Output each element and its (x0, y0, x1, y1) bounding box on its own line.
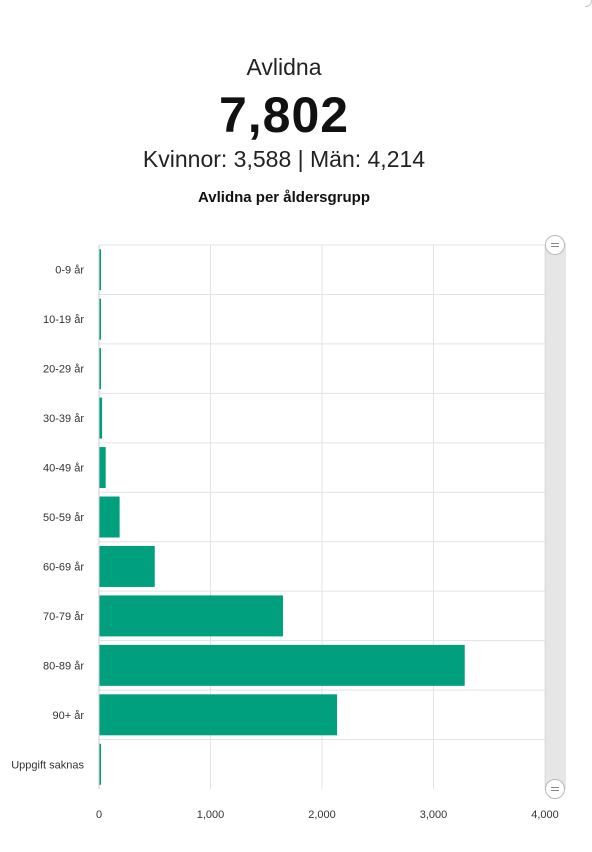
bar (99, 496, 120, 538)
chart-scrollbar[interactable] (545, 235, 566, 799)
y-axis-category-label: 30-39 år (43, 413, 84, 425)
x-axis-tick-label: 1,000 (197, 809, 225, 821)
bar (99, 743, 101, 785)
bar (99, 348, 101, 390)
y-axis-category-label: 80-89 år (43, 660, 84, 672)
bar (99, 447, 106, 489)
x-axis-tick-label: 2,000 (308, 809, 336, 821)
y-axis-category-label: 70-79 år (43, 611, 84, 623)
scrollbar-bottom-handle[interactable] (545, 779, 565, 799)
scrollbar-top-handle[interactable] (545, 235, 565, 255)
y-axis-category-label: 60-69 år (43, 561, 84, 573)
y-axis-category-label: 40-49 år (43, 463, 84, 475)
chart-title: Avlidna per åldersgrupp (198, 189, 370, 206)
y-axis-category-label: Uppgift saknas (11, 759, 84, 771)
bar (99, 545, 155, 587)
y-axis-category-label: 10-19 år (43, 314, 84, 326)
gender-breakdown: Kvinnor: 3,588 | Män: 4,214 (142, 146, 426, 172)
x-axis-tick-label: 3,000 (420, 809, 448, 821)
bar (99, 397, 103, 439)
x-axis-tick-label: 4,000 (531, 809, 559, 821)
x-axis-tick-label: 0 (96, 809, 102, 821)
bar (99, 249, 101, 291)
bar (99, 298, 101, 340)
y-axis-category-label: 90+ år (53, 710, 85, 722)
y-axis-category-label: 50-59 år (43, 512, 84, 524)
bar (99, 595, 283, 637)
bar (99, 644, 465, 686)
total-deaths-value: 7,802 (218, 87, 350, 143)
bar (99, 694, 338, 736)
y-axis-category-label: 20-29 år (43, 364, 84, 376)
page-title: Avlidna (246, 54, 322, 80)
y-axis-category-label: 0-9 år (55, 265, 84, 277)
